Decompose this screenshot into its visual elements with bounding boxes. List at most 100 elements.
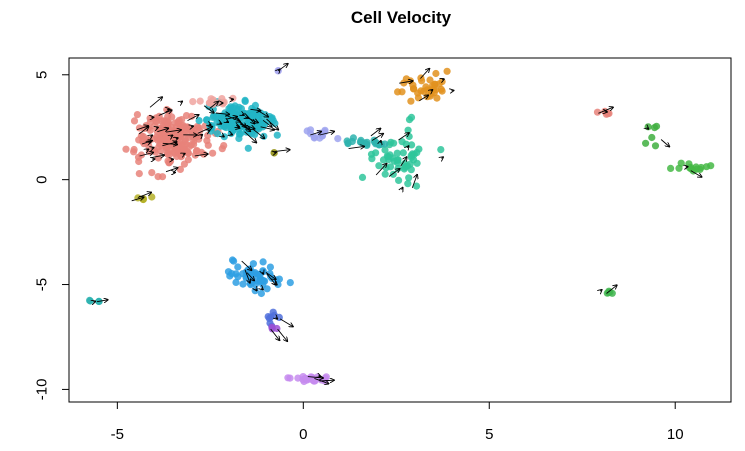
cell-point <box>408 141 416 149</box>
velocity-arrow <box>215 113 229 114</box>
velocity-arrow <box>222 136 224 137</box>
velocity-arrow <box>219 123 221 124</box>
cell-point <box>270 311 278 319</box>
cell-point <box>232 278 240 286</box>
cell-point <box>358 173 367 181</box>
x-tick-label: -5 <box>111 426 124 443</box>
cell-point <box>227 129 235 138</box>
cell-point <box>218 145 226 153</box>
cell-point <box>426 76 434 84</box>
cluster-8-arrows <box>375 133 443 190</box>
cell-point <box>386 151 394 159</box>
cell-point <box>303 127 311 135</box>
velocity-arrow <box>279 318 293 327</box>
cell-point <box>395 176 403 184</box>
cluster-13 <box>603 287 616 297</box>
cell-point <box>412 182 421 190</box>
cluster-11-arrows <box>647 128 670 147</box>
cell-point <box>188 112 196 120</box>
cell-point <box>162 131 170 139</box>
velocity-arrow <box>270 328 280 340</box>
velocity-arrow <box>150 135 152 136</box>
velocity-arrow <box>235 116 246 127</box>
x-tick-label: 5 <box>485 426 493 443</box>
velocity-arrow <box>265 272 276 279</box>
velocity-arrow <box>252 128 265 138</box>
velocity-arrow <box>165 168 178 173</box>
velocity-arrow <box>244 131 257 143</box>
cell-point <box>604 110 612 118</box>
cell-point <box>675 164 683 172</box>
cell-point <box>414 94 422 102</box>
cell-point <box>404 126 412 134</box>
cell-point <box>179 124 187 132</box>
velocity-arrow <box>262 119 271 126</box>
velocity-arrow <box>187 115 199 121</box>
cell-point <box>372 149 380 157</box>
cluster-18-arrows <box>307 376 334 384</box>
cell-point <box>334 135 342 143</box>
cell-point <box>608 289 616 297</box>
cell-point <box>357 136 365 144</box>
cell-point <box>172 123 180 131</box>
cluster-9-arrows <box>348 129 384 149</box>
velocity-arrow <box>131 197 144 202</box>
cell-point <box>381 170 389 178</box>
cell-point <box>261 277 269 285</box>
cell-point <box>259 258 267 266</box>
velocity-arrow <box>310 132 321 136</box>
cluster-13-arrows <box>600 285 617 293</box>
cluster-8 <box>358 113 445 190</box>
cell-point <box>212 113 220 121</box>
cell-point <box>398 88 406 96</box>
velocity-arrow <box>370 129 380 137</box>
cell-point <box>180 160 188 168</box>
cell-point <box>165 159 173 167</box>
velocity-arrow <box>181 102 183 103</box>
cell-point <box>263 285 271 293</box>
cell-point <box>130 148 138 156</box>
cell-point <box>241 96 249 104</box>
cluster-9 <box>343 134 389 149</box>
velocity-arrow <box>600 290 602 291</box>
cell-point <box>404 180 412 188</box>
cell-point <box>382 164 390 172</box>
cell-point <box>148 169 156 177</box>
velocity-arrow <box>307 377 323 378</box>
cell-point <box>310 133 319 141</box>
velocity-arrow <box>277 64 288 72</box>
velocity-arrow <box>256 289 257 291</box>
velocity-arrow <box>276 318 278 319</box>
velocity-arrow <box>402 188 403 190</box>
cell-point <box>229 104 237 112</box>
velocity-arrow <box>149 97 162 108</box>
velocity-arrow <box>263 272 264 274</box>
cell-point <box>394 159 402 167</box>
cluster-2-arrows <box>221 99 233 103</box>
velocity-arrow <box>156 127 158 128</box>
velocity-arrow <box>419 95 428 102</box>
cluster-14 <box>224 256 294 298</box>
velocity-arrow <box>230 134 232 135</box>
cell-point <box>134 153 143 161</box>
velocity-arrow <box>380 141 381 143</box>
velocity-arrow <box>166 130 181 132</box>
cell-point <box>133 111 141 119</box>
cluster-5-arrows <box>131 193 151 202</box>
cell-point <box>181 135 189 143</box>
cluster-12-arrows <box>598 107 613 113</box>
cell-point <box>644 123 652 131</box>
cell-point <box>407 166 415 174</box>
cell-point <box>433 94 441 102</box>
cell-point <box>257 289 265 298</box>
cell-point <box>154 173 162 181</box>
x-tick-label: 10 <box>667 426 684 443</box>
cell-point <box>251 287 259 295</box>
cluster-11 <box>642 122 661 150</box>
cell-point <box>310 377 318 385</box>
velocity-arrow <box>201 135 203 136</box>
cell-point <box>286 374 294 382</box>
velocity-arrow <box>208 130 210 131</box>
cell-point <box>184 149 192 157</box>
